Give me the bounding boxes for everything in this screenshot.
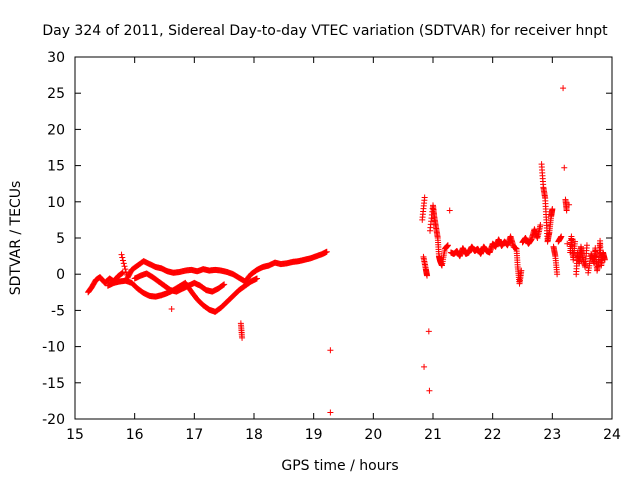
data-point-fill bbox=[579, 251, 586, 258]
x-tick-label: 17 bbox=[185, 427, 203, 443]
data-point-fill bbox=[563, 206, 570, 213]
data-point-fill bbox=[553, 268, 560, 275]
data-point-fill bbox=[583, 244, 590, 251]
x-axis: 15 16 17 18 19 20 21 22 23 24 bbox=[66, 57, 621, 443]
y-tick-label: -5 bbox=[51, 303, 65, 319]
y-axis: -20 -15 -10 -5 0 5 10 15 20 25 30 bbox=[42, 50, 612, 428]
x-tick-label: 22 bbox=[484, 427, 502, 443]
y-tick-label: 20 bbox=[47, 122, 65, 138]
data-point-fill bbox=[119, 254, 126, 261]
data-point bbox=[426, 387, 433, 394]
data-point-fill bbox=[132, 283, 139, 290]
y-tick-label: 0 bbox=[56, 267, 65, 283]
y-tick-label: -10 bbox=[42, 340, 65, 356]
data-point-fill bbox=[557, 234, 564, 241]
data-point-fill bbox=[233, 289, 240, 296]
data-point-fill bbox=[441, 247, 448, 254]
data-point-fill bbox=[444, 242, 451, 249]
x-tick-label: 18 bbox=[245, 427, 263, 443]
chart-title: Day 324 of 2011, Sidereal Day-to-day VTE… bbox=[42, 23, 608, 39]
data-point-fill bbox=[238, 333, 245, 340]
data-point bbox=[425, 328, 432, 335]
y-tick-label: 5 bbox=[56, 231, 65, 247]
data-point bbox=[168, 305, 175, 312]
data-point-fill bbox=[220, 281, 227, 288]
data-point-fill bbox=[537, 223, 544, 230]
data-point bbox=[327, 347, 334, 354]
data-point-fill bbox=[423, 271, 430, 278]
data-point-fill bbox=[119, 270, 126, 277]
y-tick-label: 25 bbox=[47, 86, 65, 102]
data-point bbox=[446, 207, 453, 214]
y-tick-label: 15 bbox=[47, 159, 65, 175]
y-tick-label: 30 bbox=[47, 50, 65, 66]
data-point-fill bbox=[221, 300, 228, 307]
data-point bbox=[327, 409, 334, 416]
y-tick-label: -15 bbox=[42, 376, 65, 392]
data-point-fill bbox=[518, 269, 525, 276]
data-point-fill bbox=[421, 197, 428, 204]
x-tick-label: 20 bbox=[364, 427, 382, 443]
data-point bbox=[560, 85, 567, 92]
data-point-fill bbox=[513, 245, 520, 252]
y-axis-label: SDTVAR / TECUs bbox=[8, 181, 24, 296]
x-tick-label: 19 bbox=[305, 427, 323, 443]
x-tick-label: 23 bbox=[543, 427, 561, 443]
x-tick-label: 16 bbox=[126, 427, 144, 443]
data-point-fill bbox=[120, 257, 127, 264]
data-point bbox=[561, 164, 568, 171]
data-points bbox=[85, 85, 608, 416]
x-tick-label: 21 bbox=[424, 427, 442, 443]
data-point-fill bbox=[571, 240, 578, 247]
data-point bbox=[118, 251, 125, 258]
y-tick-label: 10 bbox=[47, 195, 65, 211]
data-point-fill bbox=[601, 255, 608, 262]
data-point-fill bbox=[253, 275, 260, 282]
data-point bbox=[564, 240, 571, 247]
data-point-fill bbox=[543, 214, 550, 221]
data-point-fill bbox=[227, 295, 234, 302]
data-point-fill bbox=[121, 263, 128, 270]
data-point-fill bbox=[120, 260, 127, 267]
data-point-fill bbox=[549, 206, 556, 213]
data-point bbox=[421, 363, 428, 370]
x-tick-label: 24 bbox=[603, 427, 621, 443]
data-point-fill bbox=[138, 259, 145, 266]
data-point-fill bbox=[218, 282, 225, 289]
data-point-fill bbox=[198, 300, 205, 307]
y-tick-label: -20 bbox=[42, 412, 65, 428]
x-axis-label: GPS time / hours bbox=[281, 458, 398, 474]
data-point-fill bbox=[122, 266, 129, 273]
data-point-fill bbox=[323, 249, 330, 256]
x-tick-label: 15 bbox=[66, 427, 84, 443]
data-point-fill bbox=[219, 282, 226, 289]
